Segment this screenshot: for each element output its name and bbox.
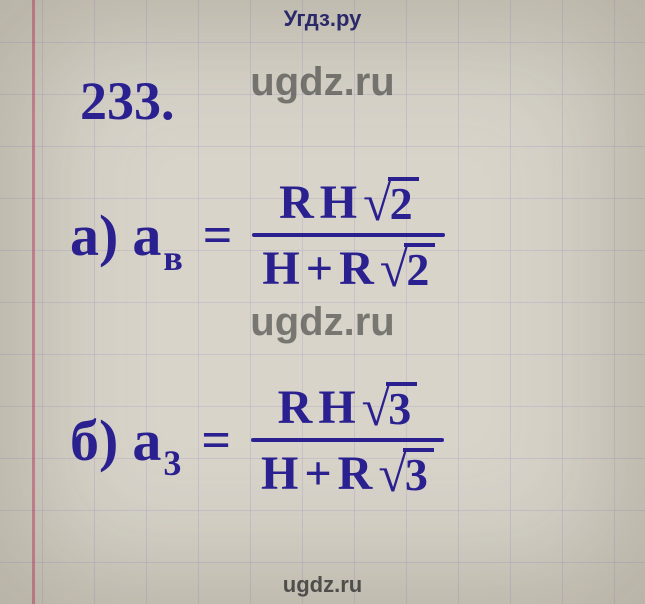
num-R-b: R <box>278 384 313 432</box>
var-b: a <box>132 407 161 474</box>
lhs-a: a в <box>132 202 182 269</box>
equals-a: = <box>197 206 239 265</box>
fraction-bar-b <box>251 438 444 442</box>
sub-a: в <box>163 237 182 279</box>
radical-icon: √ <box>363 183 392 233</box>
den-R-b: R <box>338 450 373 498</box>
part-b-label: б) <box>70 407 118 474</box>
equation-a: а) a в = R H √ 2 H + R √ 2 <box>70 175 445 295</box>
radical-icon: √ <box>380 249 409 299</box>
equals-b: = <box>195 411 237 470</box>
den-H-a: H <box>262 245 299 293</box>
num-H-a: H <box>320 179 357 227</box>
den-plus-a: + <box>306 245 333 293</box>
num-sqrt-b: √ 3 <box>362 382 418 432</box>
den-R-a: R <box>339 245 374 293</box>
watermark-top: Угдз.ру <box>0 6 645 32</box>
fraction-b: R H √ 3 H + R √ 3 <box>251 380 444 500</box>
radical-icon: √ <box>362 388 391 438</box>
problem-number: 233. <box>80 70 175 132</box>
den-sqrt-b: √ 3 <box>378 448 434 498</box>
num-H-b: H <box>318 384 355 432</box>
lhs-b: a 3 <box>132 407 181 474</box>
denominator-b: H + R √ 3 <box>251 446 444 500</box>
den-sqrt-a: √ 2 <box>380 243 436 293</box>
part-a-label: а) <box>70 202 118 269</box>
fraction-bar-a <box>252 233 445 237</box>
watermark-bottom: ugdz.ru <box>0 572 645 598</box>
den-plus-b: + <box>304 450 331 498</box>
denominator-a: H + R √ 2 <box>252 241 445 295</box>
watermark-mid-2: ugdz.ru <box>0 300 645 345</box>
num-R-a: R <box>279 179 314 227</box>
radical-icon: √ <box>378 454 407 504</box>
den-root-a: 2 <box>404 243 435 293</box>
sub-b: 3 <box>163 442 181 484</box>
equation-b: б) a 3 = R H √ 3 H + R √ 3 <box>70 380 444 500</box>
fraction-a: R H √ 2 H + R √ 2 <box>252 175 445 295</box>
numerator-a: R H √ 2 <box>269 175 429 229</box>
numerator-b: R H √ 3 <box>268 380 428 434</box>
graph-paper: Угдз.ру ugdz.ru ugdz.ru ugdz.ru 233. а) … <box>0 0 645 604</box>
num-root-b: 3 <box>386 382 417 432</box>
var-a: a <box>132 202 161 269</box>
den-H-b: H <box>261 450 298 498</box>
num-root-a: 2 <box>388 177 419 227</box>
num-sqrt-a: √ 2 <box>363 177 419 227</box>
den-root-b: 3 <box>403 448 434 498</box>
